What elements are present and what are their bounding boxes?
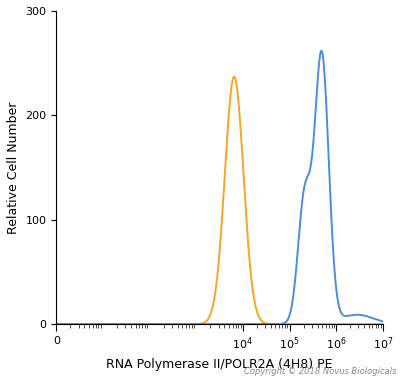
X-axis label: RNA Polymerase II/POLR2A (4H8) PE: RNA Polymerase II/POLR2A (4H8) PE [106,358,333,371]
Text: Copyright © 2018 Novus Biologicals: Copyright © 2018 Novus Biologicals [244,367,396,376]
Y-axis label: Relative Cell Number: Relative Cell Number [7,101,20,234]
